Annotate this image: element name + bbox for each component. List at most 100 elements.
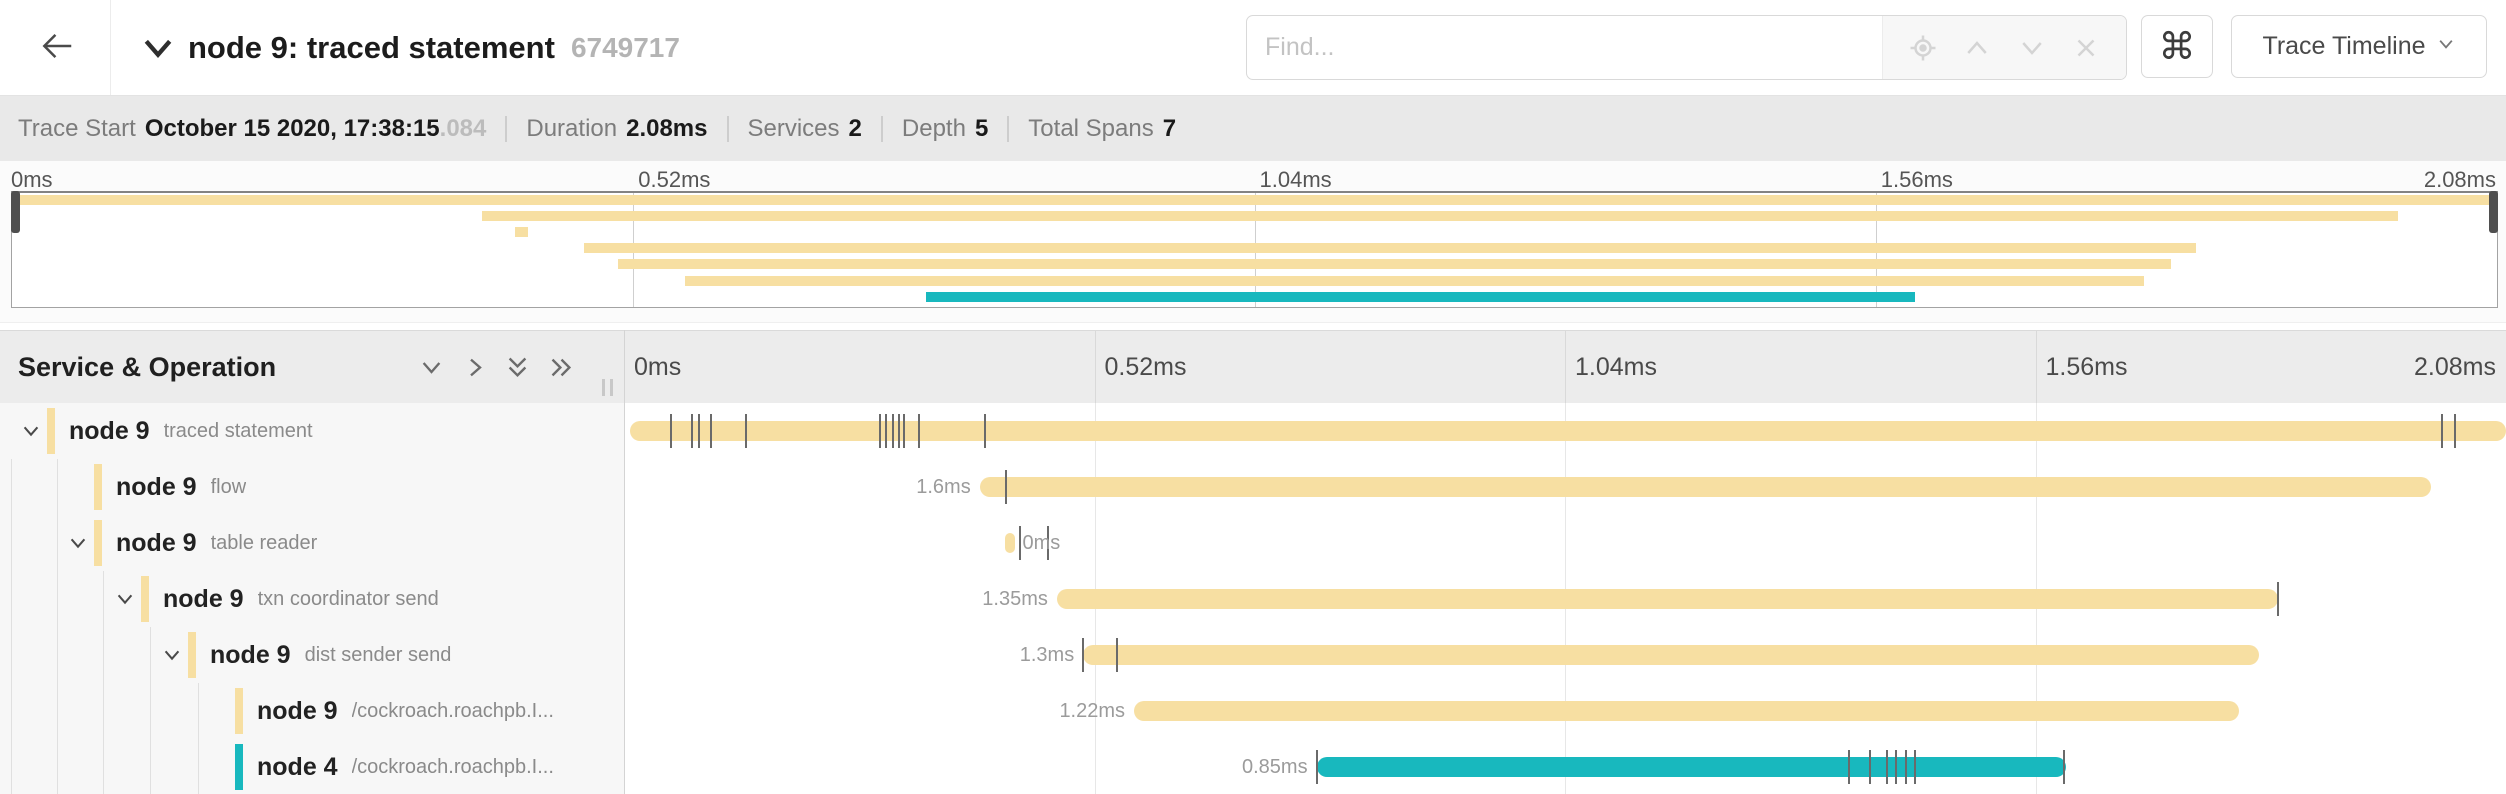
- collapse-span-chevron-icon[interactable]: [114, 588, 136, 610]
- find-input[interactable]: [1247, 16, 1882, 79]
- tree-indent-guide: [103, 627, 104, 683]
- span-row[interactable]: node 9 txn coordinator send 1.35ms: [0, 571, 2506, 627]
- find-chevron-down-button[interactable]: [2017, 33, 2047, 63]
- summary-label: Trace Start: [18, 114, 136, 142]
- span-log-marker[interactable]: [670, 414, 673, 448]
- service-color-chip: [141, 576, 149, 622]
- span-log-marker[interactable]: [709, 414, 712, 448]
- span-duration-label: 1.6ms: [916, 475, 971, 498]
- chevron-right-button[interactable]: [462, 354, 489, 381]
- span-duration-bar[interactable]: [1083, 645, 2260, 665]
- span-row[interactable]: node 9 flow 1.6ms: [0, 459, 2506, 515]
- double-chevron-down-button[interactable]: [504, 354, 531, 381]
- tree-indent-guide: [103, 739, 104, 794]
- timeline-axis-label: 1.56ms: [2045, 352, 2128, 381]
- double-chevron-right-button[interactable]: [548, 354, 575, 381]
- minimap-span-bar: [583, 243, 2197, 253]
- minimap-canvas[interactable]: [11, 191, 2498, 308]
- find-chevron-up-button[interactable]: [1962, 33, 1992, 63]
- timeline-header-gridline: [1094, 331, 1096, 403]
- timeline-axis-label: 2.08ms: [2414, 352, 2496, 381]
- span-duration-label: 1.3ms: [1019, 643, 1075, 666]
- service-color-chip: [188, 632, 196, 678]
- tree-indent-guide: [11, 739, 12, 794]
- back-button[interactable]: [22, 0, 92, 95]
- summary-value: 7: [1162, 114, 1177, 142]
- span-log-marker[interactable]: [2441, 414, 2443, 448]
- timeline-header-gridline: [2035, 331, 2037, 403]
- column-divider[interactable]: [624, 330, 625, 794]
- header-divider: [110, 0, 111, 95]
- operation-name: /cockroach.roachpb.I...: [351, 699, 554, 722]
- span-log-marker[interactable]: [2277, 582, 2280, 616]
- span-duration-bar[interactable]: [1056, 589, 2279, 609]
- minimap-right-drag-handle[interactable]: [2489, 191, 2498, 233]
- minimap-left-drag-handle[interactable]: [11, 191, 20, 233]
- span-duration-bar[interactable]: [1005, 533, 1015, 553]
- collapse-span-chevron-icon[interactable]: [20, 420, 42, 442]
- column-resize-grip[interactable]: [602, 379, 613, 396]
- minimap-axis-label: 1.56ms: [1880, 167, 1953, 192]
- span-row[interactable]: node 9 traced statement: [0, 403, 2506, 459]
- span-duration-label: 1.35ms: [982, 587, 1048, 610]
- span-log-marker[interactable]: [1895, 750, 1898, 784]
- span-log-marker[interactable]: [984, 414, 987, 448]
- keyboard-shortcuts-button[interactable]: ⌘: [2141, 15, 2213, 78]
- find-close-button[interactable]: [2071, 33, 2101, 63]
- span-log-marker[interactable]: [1914, 750, 1917, 784]
- span-duration-bar[interactable]: [979, 477, 2431, 497]
- trace-view-selector[interactable]: Trace Timeline: [2231, 15, 2487, 78]
- span-log-marker[interactable]: [903, 414, 906, 448]
- minimap-axis-label: 2.08ms: [2423, 167, 2496, 192]
- span-log-marker[interactable]: [897, 414, 900, 448]
- collapse-trace-chevron-icon[interactable]: [138, 28, 178, 73]
- summary-value: 2.08ms: [626, 114, 708, 142]
- span-row[interactable]: node 9 dist sender send 1.3ms: [0, 627, 2506, 683]
- span-log-marker[interactable]: [1116, 638, 1119, 672]
- span-row[interactable]: node 4/cockroach.roachpb.I... 0.85ms: [0, 739, 2506, 794]
- summary-value: October 15 2020, 17:38:15: [144, 114, 440, 142]
- span-log-marker[interactable]: [1019, 526, 1022, 560]
- service-color-chip: [47, 408, 55, 454]
- minimap-span-bar: [19, 195, 2497, 205]
- operation-name: table reader: [210, 531, 318, 554]
- span-log-marker[interactable]: [1885, 750, 1888, 784]
- span-log-marker[interactable]: [698, 414, 701, 448]
- tree-indent-guide: [57, 739, 58, 794]
- collapse-span-chevron-icon[interactable]: [67, 532, 89, 554]
- span-log-marker[interactable]: [2062, 750, 2065, 784]
- span-row[interactable]: node 9/cockroach.roachpb.I... 1.22ms: [0, 683, 2506, 739]
- span-log-marker[interactable]: [1005, 470, 1008, 504]
- span-log-marker[interactable]: [1315, 750, 1318, 784]
- chevron-down-button[interactable]: [418, 354, 445, 381]
- summary-label: Total Spans: [1028, 114, 1154, 142]
- span-log-marker[interactable]: [745, 414, 748, 448]
- span-name: node 9 flow: [116, 459, 246, 515]
- command-icon: ⌘: [2158, 26, 2196, 67]
- span-log-marker[interactable]: [1082, 638, 1085, 672]
- find-locate-button[interactable]: [1908, 33, 1938, 63]
- span-log-marker[interactable]: [2454, 414, 2457, 448]
- chevron-up-icon: [1962, 33, 1992, 63]
- span-log-marker[interactable]: [690, 414, 693, 448]
- span-log-marker[interactable]: [1868, 750, 1871, 784]
- span-row[interactable]: node 9 table reader 0ms: [0, 515, 2506, 571]
- span-log-marker[interactable]: [892, 414, 895, 448]
- span-log-marker[interactable]: [1848, 750, 1851, 784]
- timeline-minimap: 0ms 0.52ms 1.04ms 1.56ms 2.08ms: [0, 161, 2506, 323]
- collapse-span-chevron-icon[interactable]: [161, 644, 183, 666]
- tree-indent-guide: [103, 571, 104, 627]
- span-log-marker[interactable]: [1904, 750, 1907, 784]
- span-log-marker[interactable]: [884, 414, 887, 448]
- chevron-down-icon: [2436, 32, 2456, 61]
- span-log-marker[interactable]: [878, 414, 881, 448]
- summary-separator: [505, 115, 508, 142]
- summary-label: Depth: [901, 114, 966, 142]
- span-duration-bar[interactable]: [1316, 757, 2066, 777]
- span-log-marker[interactable]: [918, 414, 921, 448]
- span-duration-bar[interactable]: [629, 421, 2506, 441]
- span-duration-bar[interactable]: [1134, 701, 2239, 721]
- tree-indent-guide: [11, 515, 12, 571]
- span-log-marker[interactable]: [1047, 526, 1050, 560]
